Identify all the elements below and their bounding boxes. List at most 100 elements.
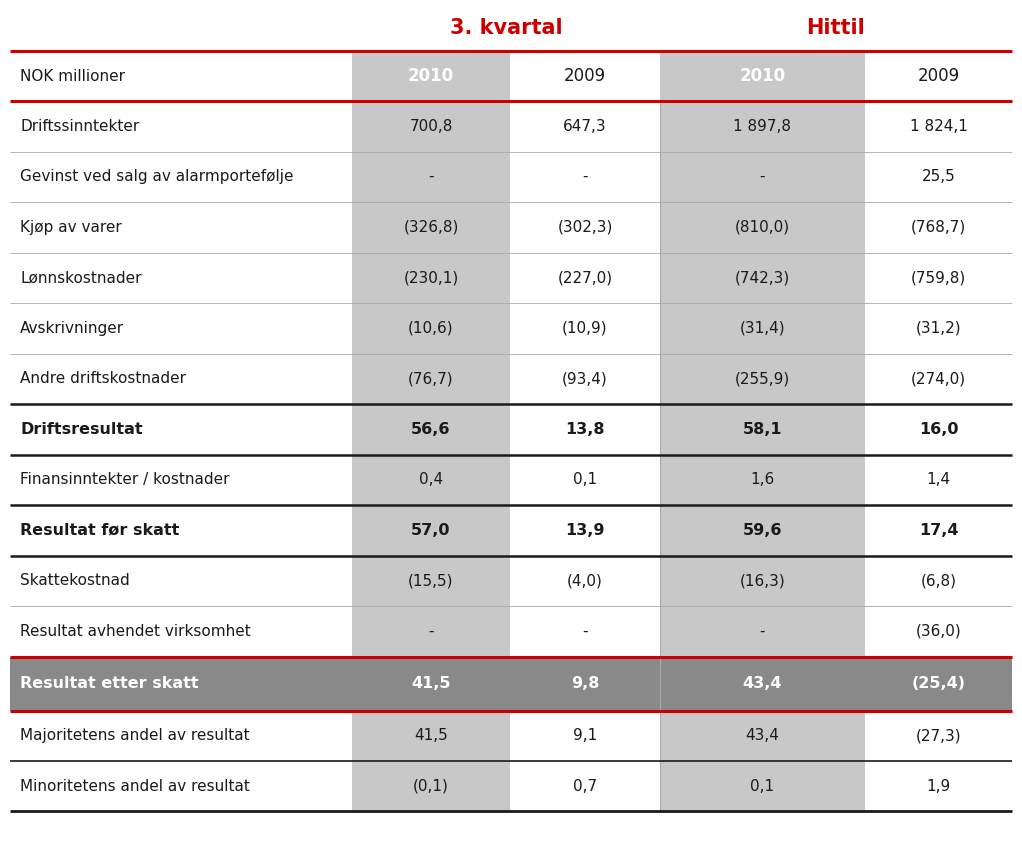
Text: -: - [428,624,433,638]
Text: Minoritetens andel av resultat: Minoritetens andel av resultat [20,779,249,794]
Bar [352,51,510,101]
Text: (274,0): (274,0) [911,371,966,386]
Text: Andre driftskostnader: Andre driftskostnader [20,371,186,386]
Text: (810,0): (810,0) [735,220,790,235]
Text: (16,3): (16,3) [740,573,785,588]
Bar [660,761,865,812]
Text: (302,3): (302,3) [557,220,612,235]
Text: (0,1): (0,1) [413,779,449,794]
Text: Driftssinntekter: Driftssinntekter [20,119,139,134]
Text: 1 897,8: 1 897,8 [734,119,791,134]
Text: 9,1: 9,1 [573,728,597,743]
Text: -: - [759,169,765,184]
Bar [660,454,865,505]
Text: NOK millioner: NOK millioner [20,69,125,83]
Bar [352,353,510,404]
Text: 0,7: 0,7 [573,779,597,794]
Text: -: - [583,169,588,184]
Text: 3. kvartal: 3. kvartal [450,18,562,38]
Text: 0,4: 0,4 [419,472,444,487]
Bar [352,505,510,555]
Text: 2009: 2009 [564,67,606,85]
Bar [352,404,510,454]
Bar [352,606,510,656]
Bar [660,51,865,101]
Text: (227,0): (227,0) [557,270,612,285]
Bar [660,202,865,252]
Text: Lønnskostnader: Lønnskostnader [20,270,141,285]
Bar [352,202,510,252]
Text: 647,3: 647,3 [563,119,607,134]
Text: (31,2): (31,2) [916,321,962,335]
Text: 1 824,1: 1 824,1 [910,119,968,134]
Text: Resultat etter skatt: Resultat etter skatt [20,676,198,691]
Text: 57,0: 57,0 [411,523,451,537]
Bar [660,606,865,656]
Text: 43,4: 43,4 [743,676,782,691]
Text: (10,9): (10,9) [562,321,608,335]
Text: Avskrivninger: Avskrivninger [20,321,124,335]
Text: Gevinst ved salg av alarmportefølje: Gevinst ved salg av alarmportefølje [20,169,293,184]
Bar [352,454,510,505]
Text: Finansinntekter / kostnader: Finansinntekter / kostnader [20,472,230,487]
Text: 0,1: 0,1 [750,779,775,794]
Text: (15,5): (15,5) [408,573,454,588]
Bar [660,252,865,303]
Bar [352,151,510,202]
Bar [352,101,510,151]
Text: (76,7): (76,7) [408,371,454,386]
Bar [352,303,510,353]
Text: 17,4: 17,4 [919,523,959,537]
Bar [352,761,510,812]
Text: (326,8): (326,8) [404,220,459,235]
Text: 1,4: 1,4 [926,472,950,487]
Text: (93,4): (93,4) [562,371,608,386]
Text: 13,8: 13,8 [565,422,605,436]
Text: (742,3): (742,3) [735,270,790,285]
Text: Skattekostnad: Skattekostnad [20,573,130,588]
Text: 56,6: 56,6 [411,422,451,436]
Text: (25,4): (25,4) [912,676,966,691]
Text: Kjøp av varer: Kjøp av varer [20,220,122,235]
Bar [10,656,1012,711]
Text: (31,4): (31,4) [740,321,785,335]
Text: (4,0): (4,0) [567,573,603,588]
Bar [352,555,510,606]
Text: 0,1: 0,1 [573,472,597,487]
Text: Hittil: Hittil [806,18,866,38]
Text: 25,5: 25,5 [922,169,956,184]
Text: (255,9): (255,9) [735,371,790,386]
Text: (6,8): (6,8) [921,573,957,588]
Text: 2010: 2010 [740,67,786,85]
Text: Majoritetens andel av resultat: Majoritetens andel av resultat [20,728,249,743]
Text: 9,8: 9,8 [571,676,599,691]
Bar [352,252,510,303]
Text: -: - [759,624,765,638]
Text: -: - [428,169,433,184]
Text: -: - [583,624,588,638]
Text: 41,5: 41,5 [414,728,448,743]
Text: (36,0): (36,0) [916,624,962,638]
Bar [660,353,865,404]
Bar [660,101,865,151]
Bar [660,555,865,606]
Text: 59,6: 59,6 [743,523,782,537]
Text: 41,5: 41,5 [411,676,451,691]
Text: 16,0: 16,0 [919,422,959,436]
Text: (230,1): (230,1) [404,270,459,285]
Bar [660,151,865,202]
Text: Resultat før skatt: Resultat før skatt [20,523,180,537]
Text: (10,6): (10,6) [408,321,454,335]
Text: Resultat avhendet virksomhet: Resultat avhendet virksomhet [20,624,250,638]
Bar [352,711,510,761]
Text: (759,8): (759,8) [911,270,966,285]
Text: 43,4: 43,4 [746,728,780,743]
Text: 58,1: 58,1 [743,422,782,436]
Text: (27,3): (27,3) [916,728,962,743]
Text: 1,6: 1,6 [750,472,775,487]
Bar [660,711,865,761]
Text: 2009: 2009 [918,67,960,85]
Text: 1,9: 1,9 [926,779,950,794]
Text: 2010: 2010 [408,67,454,85]
Text: (768,7): (768,7) [911,220,966,235]
